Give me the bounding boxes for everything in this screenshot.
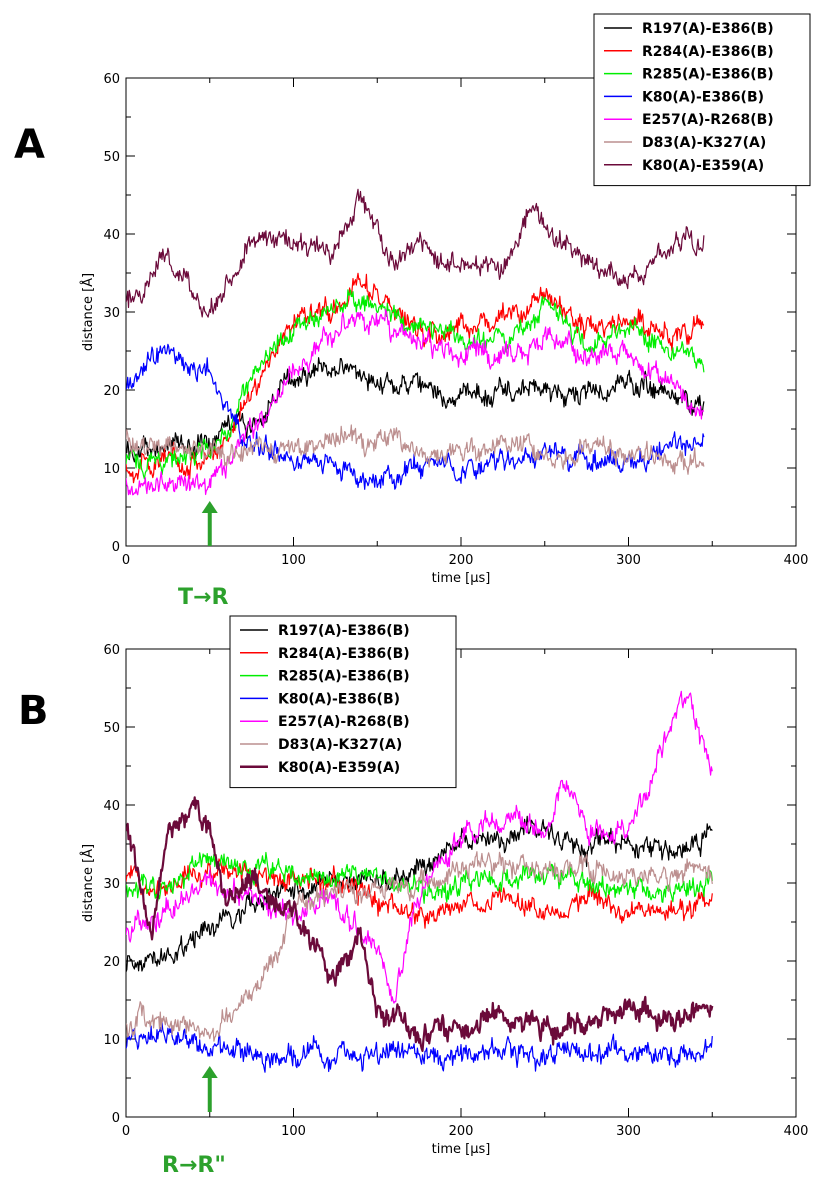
- legend-label: D83(A)-K327(A): [278, 737, 402, 753]
- legend-label: R197(A)-E386(B): [278, 623, 410, 639]
- legend-label: R284(A)-E386(B): [278, 646, 410, 662]
- y-tick-label: 30: [103, 306, 120, 321]
- x-tick-label: 200: [449, 553, 474, 568]
- y-tick-label: 40: [103, 228, 120, 243]
- series-line-5: [126, 308, 705, 496]
- transition-arrow-head: [201, 1066, 218, 1078]
- x-tick-label: 300: [616, 553, 641, 568]
- y-axis-title: distance [Å]: [80, 273, 96, 351]
- series-line-5: [126, 690, 713, 1004]
- legend-label: K80(A)-E386(B): [278, 691, 400, 707]
- legend-label: K80(A)-E386(B): [642, 89, 764, 105]
- legend-label: K80(A)-E359(A): [642, 158, 764, 174]
- x-tick-label: 400: [784, 1124, 809, 1139]
- series-line-3: [126, 851, 713, 904]
- y-tick-label: 20: [103, 384, 120, 399]
- transition-label: T→R: [178, 585, 228, 610]
- legend-box: [593, 13, 811, 187]
- legend-label: R285(A)-E386(B): [278, 669, 410, 685]
- x-tick-label: 200: [449, 1124, 474, 1139]
- panel-letter: B: [18, 688, 49, 734]
- legend-label: R285(A)-E386(B): [642, 67, 774, 83]
- y-tick-label: 20: [103, 955, 120, 970]
- legend: R197(A)-E386(B) R284(A)-E386(B) R285(A)-E3…: [593, 13, 811, 187]
- series-line-1: [126, 815, 713, 973]
- series-group: [126, 188, 705, 496]
- panel-a: 0 100 200 300 400 0 10 20 30 40 50 60 time [µs] dista…: [14, 13, 811, 610]
- series-line-2: [126, 858, 713, 929]
- transition-label: R→R": [162, 1153, 226, 1178]
- panel-b: 0 100 200 300 400 0 10 20 30 40 50 60 time [µs] dista…: [18, 615, 809, 1178]
- y-axis-title: distance [Å]: [80, 844, 96, 922]
- x-axis-title: time [µs]: [432, 1142, 491, 1157]
- legend-box: [229, 615, 457, 789]
- y-tick-label: 40: [103, 799, 120, 814]
- series-line-3: [126, 289, 705, 480]
- panel-letter: A: [14, 122, 45, 168]
- y-tick-label: 10: [103, 1033, 120, 1048]
- series-line-6: [126, 424, 705, 475]
- series-line-7: [126, 796, 714, 1053]
- x-tick-label: 0: [122, 553, 130, 568]
- x-tick-label: 300: [616, 1124, 641, 1139]
- series-group: [126, 690, 714, 1073]
- y-tick-label: 60: [103, 72, 120, 87]
- x-axis-title: time [µs]: [432, 571, 491, 586]
- series-line-1: [126, 357, 705, 463]
- legend-label: D83(A)-K327(A): [642, 135, 766, 151]
- y-tick-label: 60: [103, 643, 120, 658]
- series-line-4: [126, 1021, 713, 1073]
- legend: R197(A)-E386(B) R284(A)-E386(B) R285(A)-E3…: [229, 615, 457, 789]
- x-tick-label: 100: [281, 1124, 306, 1139]
- series-line-7: [126, 188, 705, 318]
- x-tick-label: 100: [281, 553, 306, 568]
- y-tick-label: 30: [103, 877, 120, 892]
- legend-label: R284(A)-E386(B): [642, 44, 774, 60]
- y-tick-label: 10: [103, 462, 120, 477]
- series-line-4: [126, 343, 705, 490]
- legend-label: E257(A)-R268(B): [278, 714, 410, 730]
- series-line-6: [126, 851, 713, 1042]
- legend-label: E257(A)-R268(B): [642, 112, 774, 128]
- y-tick-label: 0: [112, 1111, 120, 1126]
- legend-label: K80(A)-E359(A): [278, 760, 400, 776]
- y-tick-label: 0: [112, 540, 120, 555]
- x-tick-label: 400: [784, 553, 809, 568]
- transition-arrow-head: [201, 501, 218, 513]
- y-tick-label: 50: [103, 150, 120, 165]
- y-tick-label: 50: [103, 721, 120, 736]
- legend-label: R197(A)-E386(B): [642, 21, 774, 37]
- x-tick-label: 0: [122, 1124, 130, 1139]
